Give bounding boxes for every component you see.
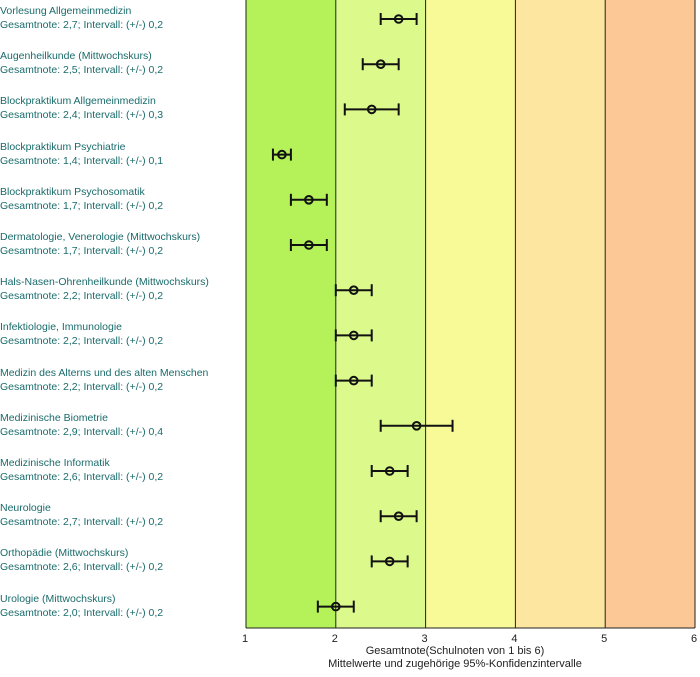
- course-label: Blockpraktikum Psychiatrie Gesamtnote: 1,…: [0, 140, 163, 168]
- mean-point: [348, 330, 359, 341]
- course-stat: Gesamtnote: 1,7; Intervall: (+/-) 0,2: [0, 199, 164, 212]
- course-stat: Gesamtnote: 2,0; Intervall: (+/-) 0,2: [0, 606, 164, 619]
- course-name: Medizinische Informatik: [0, 457, 110, 469]
- course-name: Blockpraktikum Psychiatrie: [0, 140, 126, 153]
- course-name: Orthopädie (Mittwochskurs): [0, 547, 129, 560]
- course-label: Orthopädie (Mittwochskurs) Gesamtnote: 2,…: [0, 546, 163, 574]
- mean-point: [393, 511, 404, 522]
- course-label: Urologie (Mittwochskurs) Gesamtnote: 2,0;…: [0, 592, 163, 620]
- chart-subtitle: Mittelwerte und zugehörige 95%-Konfidenz…: [328, 658, 582, 670]
- error-bar-group: [316, 600, 355, 613]
- error-bar-group: [379, 13, 418, 25]
- mean-point: [277, 149, 287, 160]
- course-name: Infektiologie, Immunologie: [0, 321, 122, 334]
- course-stat: Gesamtnote: 2,2; Intervall: (+/-) 0,2: [0, 290, 164, 303]
- course-name: Urologie (Mittwochskurs): [0, 592, 116, 605]
- course-label: Blockpraktikum Psychosomatik Gesamtnote: …: [0, 185, 163, 213]
- course-label: Vorlesung Allgemeinmedizin Gesamtnote: 2,…: [0, 4, 163, 32]
- grade-band-5: [605, 0, 695, 628]
- mean-point: [411, 421, 422, 431]
- course-stat: Gesamtnote: 2,9; Intervall: (+/-) 0,4: [0, 425, 164, 438]
- error-bar-group: [334, 284, 373, 297]
- course-label: Neurologie Gesamtnote: 2,7; Intervall: (+…: [0, 501, 163, 529]
- course-stat: Gesamtnote: 1,7; Intervall: (+/-) 0,2: [0, 245, 164, 257]
- error-bar-group: [370, 465, 409, 477]
- x-axis: 1 2 3 4 5 6: [242, 627, 697, 645]
- error-bar-group: [379, 419, 454, 432]
- course-name: Vorlesung Allgemeinmedizin: [0, 5, 132, 17]
- course-stat: Gesamtnote: 2,7; Intervall: (+/-) 0,2: [0, 19, 164, 31]
- course-label: Dermatologie, Venerologie (Mittwochskurs…: [0, 230, 200, 258]
- grade-band-3: [425, 0, 516, 628]
- mean-point: [375, 59, 386, 69]
- mean-point: [331, 601, 341, 612]
- grade-gridlines: [245, 0, 696, 628]
- grade-bands: [246, 0, 695, 628]
- course-name: Augenheilkunde (Mittwochskurs): [0, 50, 152, 63]
- x-axis-title: Gesamtnote(Schulnoten von 1 bis 6): [366, 645, 545, 657]
- grade-band-4: [515, 0, 606, 628]
- course-name: Hals-Nasen-Ohrenheilkunde (Mittwochskurs…: [0, 276, 209, 289]
- course-label-column: Vorlesung Allgemeinmedizin Gesamtnote: 2,…: [0, 0, 246, 677]
- course-stat: Gesamtnote: 2,6; Intervall: (+/-) 0,2: [0, 561, 164, 574]
- error-bar-group: [343, 103, 400, 116]
- x-tick-label-3: 3: [422, 633, 428, 645]
- course-name: Blockpraktikum Psychosomatik: [0, 185, 145, 198]
- data-marks: [271, 13, 454, 613]
- course-name: Neurologie: [0, 502, 51, 515]
- course-name: Medizin des Alterns und des alten Mensch…: [0, 366, 209, 379]
- course-stat: Gesamtnote: 2,6; Intervall: (+/-) 0,2: [0, 471, 164, 483]
- error-bar-group: [271, 148, 292, 161]
- course-stat: Gesamtnote: 2,5; Intervall: (+/-) 0,2: [0, 64, 164, 77]
- error-bar-group: [379, 510, 418, 523]
- course-name: Dermatologie, Venerologie (Mittwochskurs…: [0, 231, 201, 243]
- error-bar-group: [334, 329, 373, 342]
- mean-point: [366, 104, 377, 115]
- course-label: Hals-Nasen-Ohrenheilkunde (Mittwochskurs…: [0, 275, 209, 303]
- course-name: Blockpraktikum Allgemeinmedizin: [0, 95, 156, 108]
- grade-band-2: [335, 0, 426, 628]
- course-stat: Gesamtnote: 1,4; Intervall: (+/-) 0,1: [0, 154, 164, 167]
- mean-point: [348, 375, 359, 386]
- mean-point: [304, 195, 314, 205]
- course-label: Augenheilkunde (Mittwochskurs) Gesamtnote…: [0, 49, 163, 77]
- course-stat: Gesamtnote: 2,2; Intervall: (+/-) 0,2: [0, 380, 164, 393]
- x-tick-label-1: 1: [242, 633, 248, 645]
- course-label: Medizin des Alterns und des alten Mensch…: [0, 366, 208, 394]
- mean-point: [393, 14, 404, 24]
- error-bar-group: [361, 58, 400, 71]
- mean-point: [384, 556, 395, 567]
- x-tick-label-5: 5: [601, 633, 607, 645]
- x-tick-label-6: 6: [691, 633, 697, 645]
- mean-point: [384, 466, 395, 476]
- error-bar-group: [334, 374, 373, 387]
- error-bar-group: [289, 239, 328, 251]
- course-name: Medizinische Biometrie: [0, 411, 108, 424]
- course-stat: Gesamtnote: 2,4; Intervall: (+/-) 0,3: [0, 109, 164, 122]
- course-stat: Gesamtnote: 2,2; Intervall: (+/-) 0,2: [0, 335, 164, 348]
- course-stat: Gesamtnote: 2,7; Intervall: (+/-) 0,2: [0, 516, 164, 529]
- grade-band-1: [246, 0, 336, 628]
- x-tick-label-2: 2: [332, 633, 338, 645]
- course-label: Medizinische Informatik Gesamtnote: 2,6; …: [0, 456, 163, 484]
- course-label: Blockpraktikum Allgemeinmedizin Gesamtnot…: [0, 94, 163, 122]
- x-tick-label-4: 4: [511, 633, 517, 645]
- error-bar-group: [370, 555, 409, 568]
- error-bar-group: [289, 193, 328, 206]
- mean-point: [304, 240, 314, 250]
- course-label: Infektiologie, Immunologie Gesamtnote: 2,…: [0, 320, 163, 348]
- course-label: Medizinische Biometrie Gesamtnote: 2,9; I…: [0, 411, 163, 439]
- mean-point: [348, 285, 359, 296]
